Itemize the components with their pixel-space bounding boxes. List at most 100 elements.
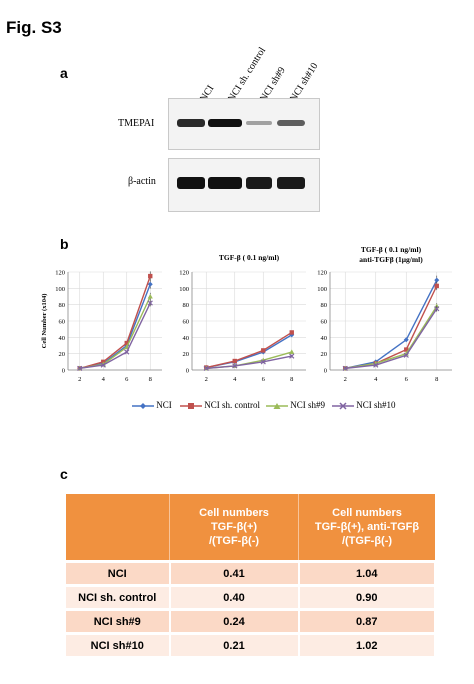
table-row: NCI sh. control 0.40 0.90 [66, 584, 436, 610]
table-header-cell [66, 494, 170, 562]
panel-c-label: c [60, 466, 68, 482]
ratio-table: Cell numbers TGF-β(+) /(TGF-β(-) Cell nu… [66, 494, 436, 656]
data-point [77, 365, 83, 371]
data-point [100, 362, 106, 368]
data-point [260, 359, 266, 365]
data-point [289, 353, 295, 359]
chart-title: TGF-β ( 0.1 ng/ml) [361, 245, 422, 254]
y-tick-label: 0 [186, 368, 189, 375]
table-cell: 0.41 [169, 560, 300, 586]
table-cell: 0.21 [169, 632, 300, 656]
series-line [206, 331, 293, 369]
table-row: NCI sh#9 0.24 0.87 [66, 608, 436, 634]
data-point [148, 273, 153, 279]
data-point [232, 363, 238, 369]
table-cell: 0.40 [169, 584, 300, 610]
data-point [403, 352, 409, 358]
y-tick-label: 20 [59, 351, 66, 358]
panel-a-label: a [60, 65, 68, 81]
x-tick-label: 6 [405, 376, 409, 383]
x-tick-label: 6 [262, 376, 266, 383]
data-point [124, 349, 130, 355]
blot-label-beta-actin: β-actin [128, 176, 156, 187]
series-line [206, 355, 292, 370]
table-row: NCI 0.41 1.04 [66, 560, 436, 586]
data-point [434, 277, 440, 283]
blot-band [277, 119, 305, 127]
table-row: NCI sh#10 0.21 1.02 [66, 632, 436, 656]
chart-title: TGF-β ( 0.1 ng/ml) [219, 253, 280, 262]
blot-band [246, 120, 272, 126]
y-tick-label: 60 [183, 319, 190, 326]
y-tick-label: 120 [55, 270, 65, 277]
y-tick-label: 0 [62, 368, 65, 375]
y-tick-label: 40 [321, 335, 328, 342]
table-cell: 1.04 [298, 560, 436, 586]
y-tick-label: 60 [59, 319, 66, 326]
series-line [79, 275, 151, 370]
series-line [79, 302, 151, 370]
y-tick-label: 40 [59, 335, 66, 342]
blot-band [177, 177, 205, 189]
data-point [147, 300, 153, 306]
data-point [342, 365, 348, 371]
x-tick-label: 2 [78, 376, 81, 383]
y-tick-label: 80 [183, 302, 190, 309]
y-tick-label: 40 [183, 335, 190, 342]
figure-title: Fig. S3 [6, 18, 62, 37]
panel-b-label: b [60, 236, 69, 252]
data-point [373, 362, 379, 368]
table-cell-name: NCI sh#10 [66, 632, 171, 656]
data-point [434, 283, 439, 289]
blot-band [177, 119, 205, 127]
legend-item: NCI sh#9 [266, 400, 325, 410]
x-tick-label: 2 [344, 376, 347, 383]
x-tick-label: 8 [435, 376, 438, 383]
data-point [203, 365, 209, 371]
data-point [289, 330, 294, 335]
y-tick-label: 100 [317, 286, 327, 293]
table-cell-name: NCI sh#9 [66, 608, 171, 634]
data-point [403, 337, 409, 343]
y-tick-label: 100 [179, 286, 189, 293]
y-axis-label: Cell Number (x104) [41, 294, 48, 349]
data-point [261, 348, 266, 353]
table-header-cell: Cell numbers TGF-β(+) /(TGF-β(-) [169, 494, 299, 562]
y-tick-label: 80 [59, 302, 66, 309]
legend-item: NCI sh. control [180, 400, 260, 410]
series-line [206, 351, 292, 370]
table-cell: 0.24 [169, 608, 300, 634]
growth-charts: 0 20 40 60 80 100 120 2 4 6 8 Cell Number (x104) 0 20… [41, 245, 452, 383]
data-point [404, 347, 409, 352]
legend-item: NCI sh#10 [332, 400, 396, 410]
chart-subtitle: anti-TGFβ (1μg/ml) [359, 255, 423, 264]
x-tick-label: 2 [205, 376, 208, 383]
blot-band [208, 177, 242, 189]
data-point [147, 293, 153, 299]
y-tick-label: 60 [321, 319, 328, 326]
y-tick-label: 20 [183, 351, 190, 358]
x-tick-label: 8 [149, 376, 152, 383]
table-cell: 1.02 [298, 632, 436, 656]
table-cell: 0.90 [298, 584, 436, 610]
blot-band [246, 177, 272, 189]
y-tick-label: 120 [179, 270, 189, 277]
table-header-cell: Cell numbers TGF-β(+), anti-TGFβ /(TGF-β… [298, 494, 435, 562]
table-cell: 0.87 [298, 608, 436, 634]
data-point [124, 340, 129, 346]
blot-band [277, 177, 305, 189]
y-tick-label: 20 [321, 351, 328, 358]
blot-label-tmepai: TMEPAI [118, 118, 155, 129]
series-line [345, 305, 438, 370]
x-tick-label: 4 [233, 376, 237, 383]
x-tick-label: 8 [290, 376, 293, 383]
blot-band [208, 119, 242, 127]
table-header-row: Cell numbers TGF-β(+) /(TGF-β(-) Cell nu… [66, 494, 435, 562]
legend-item: NCI [132, 400, 172, 410]
table-cell-name: NCI [66, 560, 171, 586]
x-tick-label: 6 [125, 376, 129, 383]
series-line [345, 308, 438, 370]
data-point [434, 306, 440, 312]
western-blot-beta-actin [168, 158, 320, 212]
data-point [232, 358, 237, 364]
